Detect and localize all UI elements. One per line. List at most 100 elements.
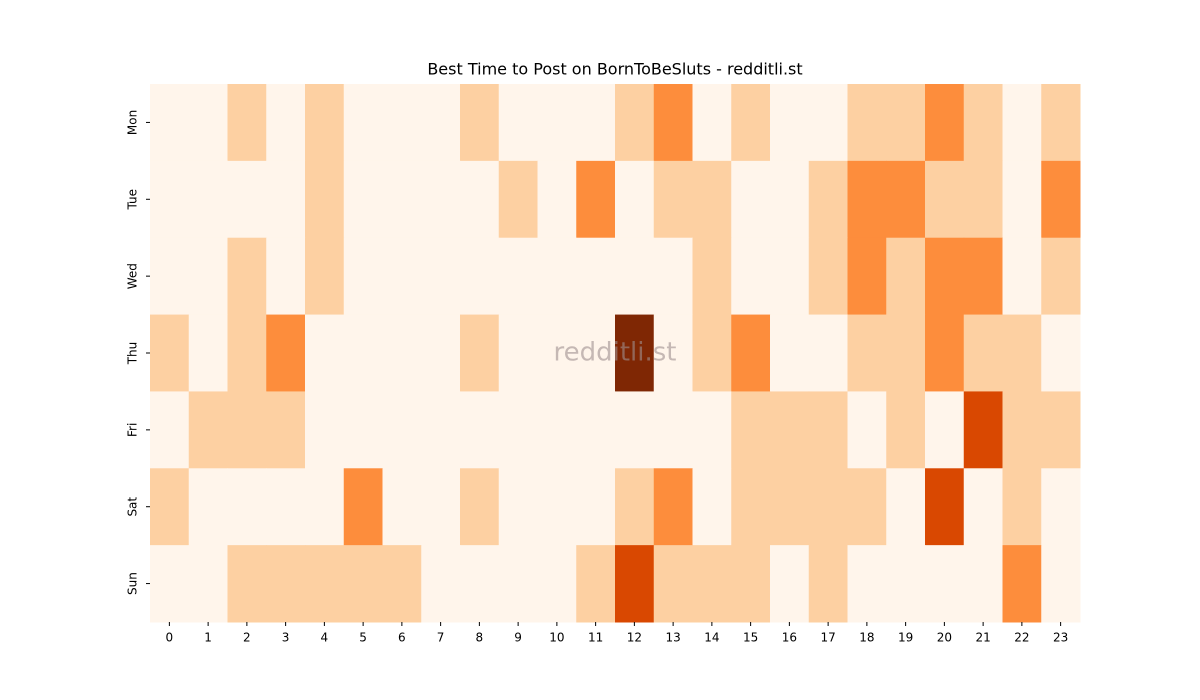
heatmap-cell: [537, 84, 577, 162]
heatmap-cell: [498, 314, 538, 392]
heatmap-cell: [266, 160, 306, 239]
heatmap-cell: [421, 160, 461, 239]
heatmap-cell: [150, 468, 190, 546]
heatmap-cell: [808, 468, 848, 546]
heatmap-cell: [343, 84, 383, 162]
heatmap-cell: [343, 391, 383, 469]
heatmap-cell: [886, 314, 926, 392]
heatmap-cell: [925, 468, 965, 546]
x-tick-label: 18: [859, 631, 874, 645]
heatmap-cell: [576, 84, 616, 162]
heatmap-cell: [188, 84, 228, 162]
heatmap-cell: [653, 391, 693, 469]
heatmap-cell: [537, 237, 577, 316]
heatmap-cell: [963, 84, 1003, 162]
heatmap-cell: [188, 314, 228, 392]
heatmap-cell: [382, 84, 422, 162]
heatmap-cell: [770, 84, 810, 162]
heatmap-cell: [963, 391, 1003, 469]
heatmap-cell: [963, 468, 1003, 546]
heatmap-cell: [925, 84, 965, 162]
heatmap-cell: [692, 391, 732, 469]
x-tick-label: 11: [588, 631, 603, 645]
heatmap-cell: [808, 314, 848, 392]
heatmap-cell: [576, 545, 616, 623]
heatmap-cell: [1041, 160, 1081, 239]
heatmap-cell: [770, 314, 810, 392]
heatmap-cell: [808, 391, 848, 469]
x-tick-label: 3: [282, 631, 290, 645]
heatmap-cell: [847, 237, 887, 316]
heatmap-cell: [188, 545, 228, 623]
heatmap-cell: [498, 468, 538, 546]
heatmap-cell: [343, 237, 383, 316]
watermark: redditli.st: [554, 338, 677, 368]
heatmap-cell: [382, 237, 422, 316]
heatmap-cell: [1002, 314, 1042, 392]
heatmap-cell: [576, 468, 616, 546]
heatmap-cell: [305, 545, 345, 623]
heatmap-cell: [227, 545, 267, 623]
x-tick-label: 1: [204, 631, 212, 645]
heatmap-cell: [886, 84, 926, 162]
heatmap-cell: [808, 237, 848, 316]
heatmap-cell: [382, 545, 422, 623]
x-tick-label: 21: [975, 631, 990, 645]
heatmap-cell: [886, 160, 926, 239]
heatmap-cell: [925, 160, 965, 239]
heatmap-cell: [537, 160, 577, 239]
x-tick-label: 23: [1053, 631, 1068, 645]
heatmap-cell: [537, 468, 577, 546]
heatmap-cell: [537, 314, 577, 392]
x-tick-label: 10: [549, 631, 564, 645]
heatmap-cell: [653, 314, 693, 392]
heatmap-cell: [653, 545, 693, 623]
heatmap-cell: [1041, 84, 1081, 162]
heatmap-cell: [847, 160, 887, 239]
heatmap-cell: [1041, 237, 1081, 316]
y-tick-label: Mon: [126, 110, 140, 135]
heatmap-cell: [421, 545, 461, 623]
heatmap-cell: [150, 237, 190, 316]
heatmap-cell: [305, 160, 345, 239]
heatmap-cell: [188, 391, 228, 469]
heatmap-cell: [615, 237, 655, 316]
heatmap-cell: [460, 237, 500, 316]
heatmap-cell: [615, 545, 655, 623]
heatmap-cell: [615, 84, 655, 162]
heatmap-cell: [498, 545, 538, 623]
heatmap-cell: [653, 160, 693, 239]
heatmap-cell: [576, 160, 616, 239]
heatmap-cell: [692, 468, 732, 546]
heatmap-cell: [653, 237, 693, 316]
heatmap-cell: [421, 84, 461, 162]
y-tick-label: Thu: [126, 342, 140, 366]
x-tick-label: 0: [166, 631, 174, 645]
heatmap-cell: [382, 468, 422, 546]
heatmap-cell: [1041, 314, 1081, 392]
x-tick-label: 4: [321, 631, 329, 645]
heatmap-cell: [498, 160, 538, 239]
heatmap-cell: [731, 237, 771, 316]
heatmap-cell: [963, 314, 1003, 392]
heatmap-cell: [227, 84, 267, 162]
heatmap-cell: [421, 314, 461, 392]
heatmap-cell: [770, 237, 810, 316]
heatmap-cell: [808, 545, 848, 623]
chart-title: Best Time to Post on BornToBeSluts - red…: [427, 60, 802, 79]
heatmap-cell: [847, 391, 887, 469]
heatmap-cell: [460, 468, 500, 546]
heatmap-cell: [615, 314, 655, 392]
heatmap-cell: [1002, 545, 1042, 623]
heatmap-cell: [770, 160, 810, 239]
x-tick-label: 20: [937, 631, 952, 645]
heatmap-cell: [615, 160, 655, 239]
x-tick-label: 15: [743, 631, 758, 645]
heatmap-cell: [227, 468, 267, 546]
heatmap-cell: [731, 314, 771, 392]
x-tick-label: 22: [1014, 631, 1029, 645]
heatmap-cell: [692, 314, 732, 392]
y-tick-label: Sat: [126, 497, 140, 517]
x-tick-label: 12: [627, 631, 642, 645]
heatmap-cell: [305, 468, 345, 546]
